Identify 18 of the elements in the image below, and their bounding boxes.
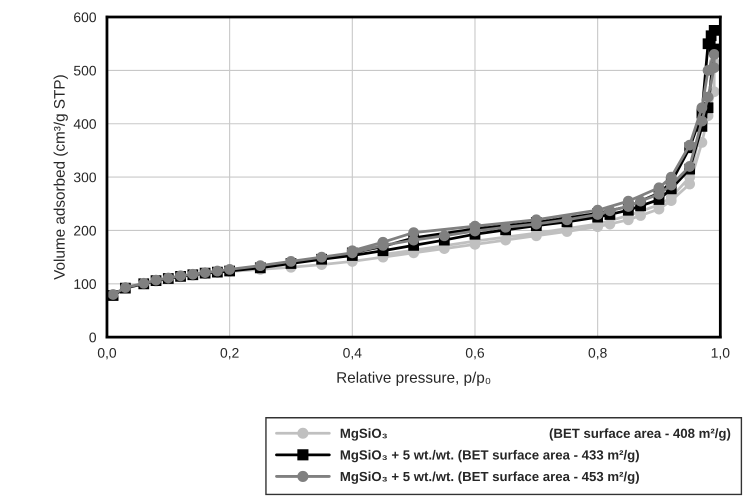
y-tick-label: 600 [74,12,96,22]
x-tick-label: 0,4 [343,348,362,360]
x-axis-title: Relative pressure, p/p₀ [337,372,490,386]
y-tick-label: 100 [74,279,96,289]
x-tick-label: 0,6 [466,348,484,360]
y-tick-label: 200 [74,226,96,236]
x-tick-label: 1,0 [712,348,730,360]
x-tick-label: 0,0 [98,348,116,360]
legend-label: MgSiO₃ + 5 wt./wt. (BET surface area - 433 m²/g) [340,450,639,462]
legend-label: MgSiO₃ + 5 wt./wt. (BET surface area - 453 m²/g) [340,471,639,484]
y-tick-label: 500 [74,66,96,76]
legend-label: MgSiO₃ (BET surface area - 408 m²/g) [340,428,730,441]
y-tick-label: 0 [89,332,96,342]
y-axis-title: Volume adsorbed (cm³/g STP) [54,75,68,280]
x-tick-label: 0,2 [220,348,239,360]
y-tick-label: 400 [74,119,96,129]
x-tick-label: 0,8 [588,348,607,360]
y-tick-label: 300 [74,172,96,182]
